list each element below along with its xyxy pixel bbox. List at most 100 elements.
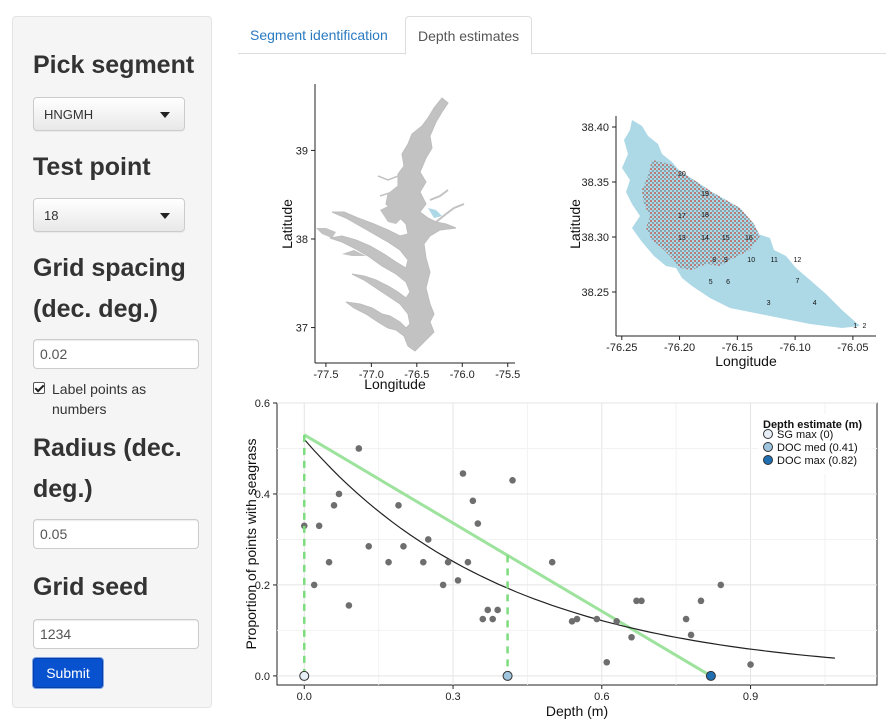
map2-point-label: 1 [853, 323, 857, 330]
map2-y-tick-label: 38.30 [581, 232, 609, 244]
data-point [489, 615, 497, 623]
segment-heading: Pick segment [33, 51, 195, 79]
map1-y-tick-label: 38 [296, 234, 308, 246]
plot-x-axis-label: Depth (m) [546, 703, 608, 719]
map1-x-tick-label: -76.5 [404, 369, 429, 381]
map2-x-tick-label: -76.10 [780, 342, 811, 354]
grid-spacing-input[interactable] [33, 339, 199, 369]
map1-x-tick-label: -77.5 [313, 369, 338, 381]
legend-entry: SG max (0) [777, 429, 833, 441]
map2-x-tick-label: -76.15 [722, 342, 753, 354]
data-point [638, 597, 645, 605]
map2-point-label: 20 [678, 171, 686, 178]
depth-estimate-marker [705, 670, 716, 681]
map2-point-label: 13 [678, 235, 686, 242]
bay-land-shape [316, 97, 465, 352]
map2-point-label: 12 [794, 257, 802, 264]
sidebar-panel: Pick segment HNGMH Test point 18 Grid sp… [12, 16, 212, 708]
data-point [385, 558, 392, 566]
plot-x-tick-label: 0.0 [297, 691, 312, 703]
map1-y-axis-label: Latitude [279, 199, 295, 249]
map2-point-label: 4 [813, 300, 817, 307]
data-point [355, 445, 363, 452]
data-point [444, 558, 452, 566]
data-point [687, 631, 695, 639]
segment-select-value: HNGMH [44, 107, 94, 122]
grid-seed-heading: Grid seed [33, 573, 149, 601]
segment-detail-map: -76.25 -76.20 -76.15 -76.10 -76.05 38.25 38.30… [570, 116, 876, 369]
data-point [717, 581, 725, 589]
data-point [424, 536, 432, 543]
radius-input[interactable] [33, 519, 199, 549]
data-point [310, 581, 318, 589]
tab-segment-identification[interactable]: Segment identification [250, 27, 388, 43]
map2-point-label: 6 [726, 279, 730, 286]
map2-y-tick-label: 38.25 [581, 287, 609, 299]
grid-seed-input[interactable] [33, 619, 199, 649]
grid-spacing-heading-line2: (dec. deg.) [33, 295, 159, 323]
segment-highlight [428, 208, 442, 218]
data-point [479, 615, 487, 623]
bay-overview-map: -77.5 -77.0 -76.5 -76.0 -75.5 37 38 39 Longitud… [279, 84, 520, 392]
legend-entry: DOC med (0.41) [777, 442, 858, 454]
radius-heading-line2: deg.) [33, 475, 93, 503]
plot-x-tick-label: 0.6 [594, 691, 609, 703]
label-points-checkbox[interactable] [33, 382, 45, 394]
map2-point-label: 17 [678, 213, 686, 220]
map2-point-label: 5 [709, 279, 713, 286]
map2-x-tick-label: -76.25 [606, 342, 637, 354]
data-point [613, 618, 620, 625]
data-point [345, 602, 353, 609]
data-point [419, 558, 427, 566]
plot-y-axis-label: Proportion of points with seagrass [243, 439, 259, 650]
map1-y-tick-label: 39 [296, 145, 308, 157]
map2-point-label: 16 [745, 235, 753, 242]
tab-depth-estimates[interactable]: Depth estimates [405, 16, 533, 55]
map2-point-label: 7 [795, 278, 799, 285]
data-point [633, 597, 640, 605]
data-point [697, 597, 705, 605]
depth-legend: Depth estimate (m) SG max (0)DOC med (0.… [758, 414, 872, 474]
test-point-heading: Test point [33, 153, 151, 181]
map1-x-tick-label: -77.0 [359, 369, 384, 381]
data-point [464, 558, 472, 566]
map2-x-axis-label: Longitude [715, 353, 777, 369]
depth-estimate-marker [502, 670, 513, 681]
data-point [568, 618, 576, 625]
map2-x-tick-label: -76.05 [837, 342, 868, 354]
plot-y-tick-label: 0.4 [255, 489, 270, 501]
depth-scatter-plot: 0.0 0.3 0.6 0.9 0.0 0.2 0.4 0.6 Depth estimate … [243, 398, 878, 719]
data-point [628, 633, 635, 641]
grid-spacing-heading-line1: Grid spacing [33, 254, 186, 282]
test-point-select[interactable]: 18 [33, 198, 185, 232]
radius-heading-line1: Radius (dec. [33, 434, 182, 462]
map2-x-tick-label: -76.20 [664, 342, 695, 354]
map2-y-tick-label: 38.35 [581, 177, 609, 189]
chevron-down-icon [160, 213, 170, 219]
map2-y-axis-label: Latitude [570, 199, 583, 249]
segment-select[interactable]: HNGMH [33, 97, 185, 131]
data-point [300, 522, 308, 530]
map1-x-axis-label: Longitude [364, 376, 426, 392]
data-point [330, 502, 338, 509]
plot-y-tick-label: 0.6 [255, 398, 270, 410]
test-point-select-value: 18 [44, 208, 59, 223]
legend-title: Depth estimate (m) [763, 419, 862, 431]
submit-button[interactable]: Submit [33, 658, 103, 688]
chevron-down-icon [160, 112, 170, 118]
data-point [454, 577, 462, 584]
legend-key [763, 442, 773, 452]
legend-key [763, 429, 773, 439]
map2-y-tick-label: 38.40 [581, 122, 609, 134]
map2-point-label: 11 [771, 257, 778, 264]
plot-x-tick-label: 0.3 [445, 691, 460, 703]
data-point [395, 502, 402, 509]
data-point [365, 542, 373, 550]
map2-point-label: 10 [747, 257, 755, 264]
plot-x-tick-label: 0.9 [743, 691, 758, 703]
data-point [459, 470, 467, 477]
data-point [325, 558, 333, 566]
data-point [682, 615, 690, 623]
data-point [747, 661, 754, 668]
map2-point-label: 9 [724, 257, 728, 264]
